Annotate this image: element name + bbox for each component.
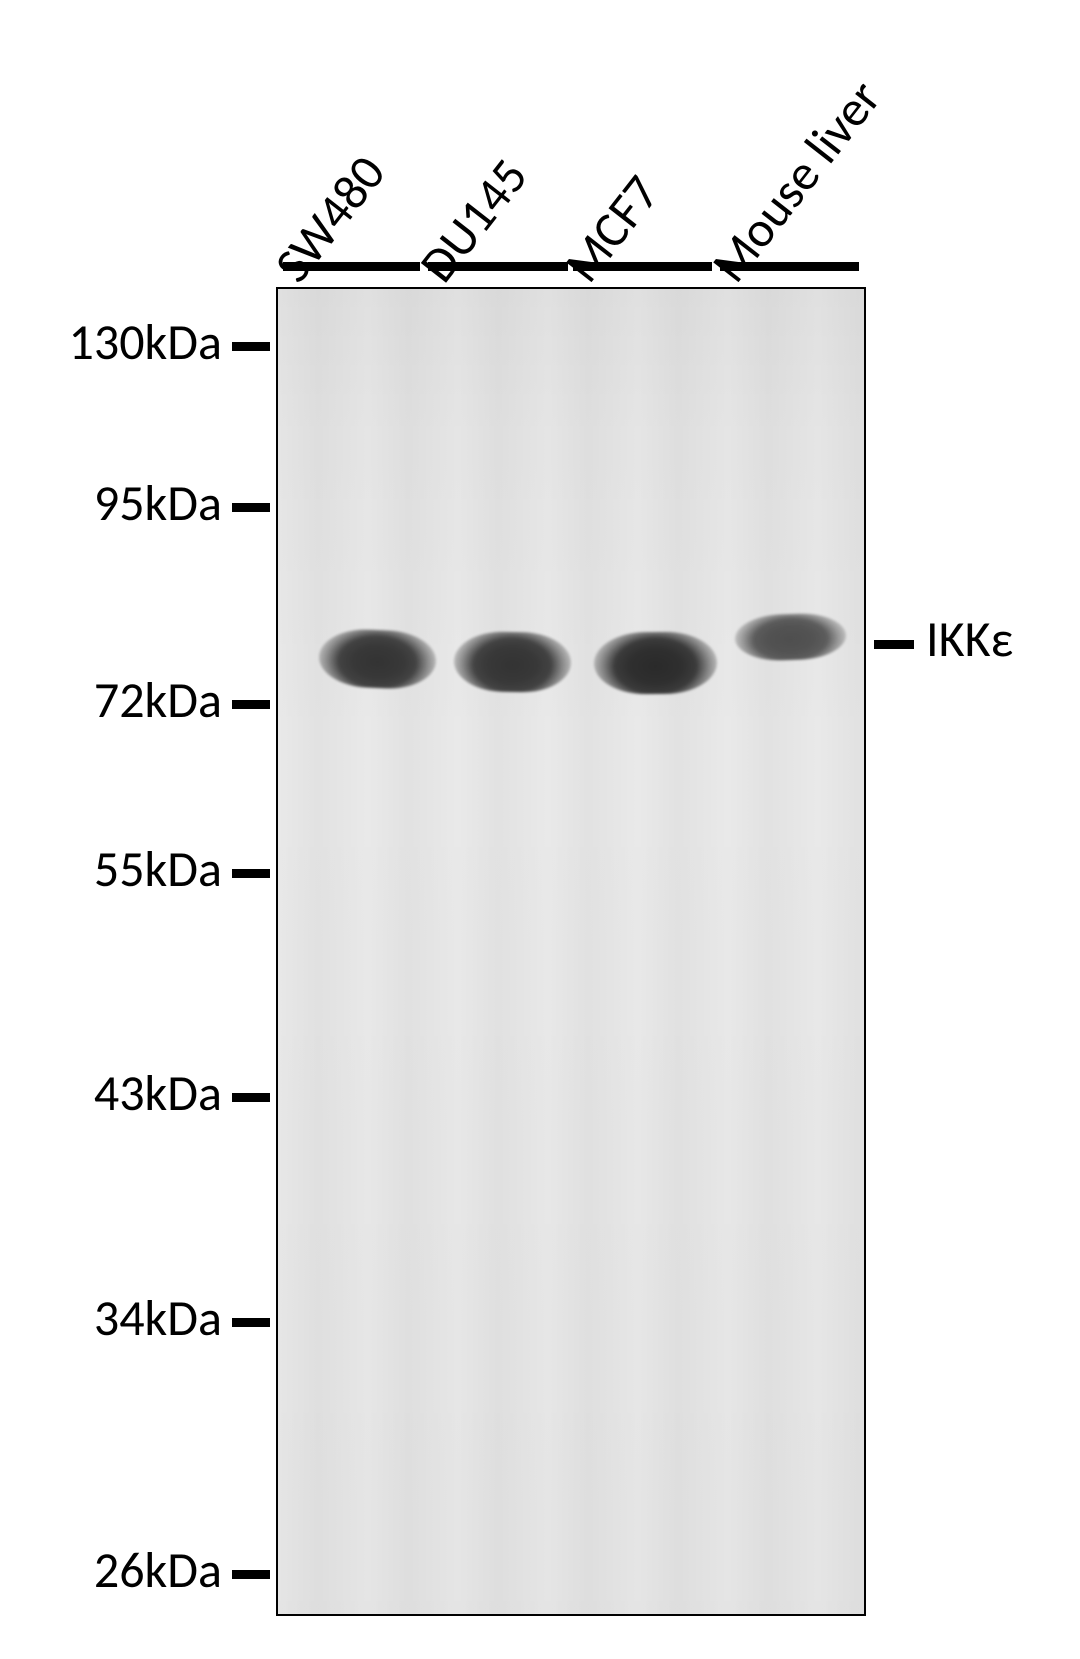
mw-tick-55 bbox=[232, 869, 270, 878]
blot-background bbox=[278, 289, 864, 1614]
mw-label-95: 95kDa bbox=[94, 479, 222, 529]
mw-label-43: 43kDa bbox=[94, 1069, 222, 1119]
mw-tick-34 bbox=[232, 1318, 270, 1327]
mw-tick-72 bbox=[232, 700, 270, 709]
mw-label-34: 34kDa bbox=[94, 1294, 222, 1344]
lane-label-sw480: SW480 bbox=[262, 144, 398, 294]
band-mcf7 bbox=[594, 631, 718, 694]
mw-label-72: 72kDa bbox=[94, 676, 222, 726]
mw-label-55: 55kDa bbox=[94, 845, 222, 895]
mw-tick-43 bbox=[232, 1093, 270, 1102]
lane-label-mouse-liver: Mouse liver bbox=[699, 69, 894, 294]
band-du145 bbox=[453, 631, 571, 693]
target-label: IKKε bbox=[926, 615, 1013, 665]
mw-tick-26 bbox=[232, 1570, 270, 1579]
figure-stage: SW480 DU145 MCF7 Mouse liver 130kDa 95kD… bbox=[0, 0, 1080, 1659]
mw-tick-95 bbox=[232, 503, 270, 512]
lane-label-mcf7: MCF7 bbox=[552, 164, 673, 294]
mw-label-26: 26kDa bbox=[94, 1546, 222, 1596]
blot-membrane bbox=[276, 287, 866, 1616]
lane-label-du145: DU145 bbox=[407, 147, 541, 294]
mw-tick-130 bbox=[232, 342, 270, 351]
mw-label-130: 130kDa bbox=[69, 318, 222, 368]
target-tick bbox=[874, 640, 914, 649]
